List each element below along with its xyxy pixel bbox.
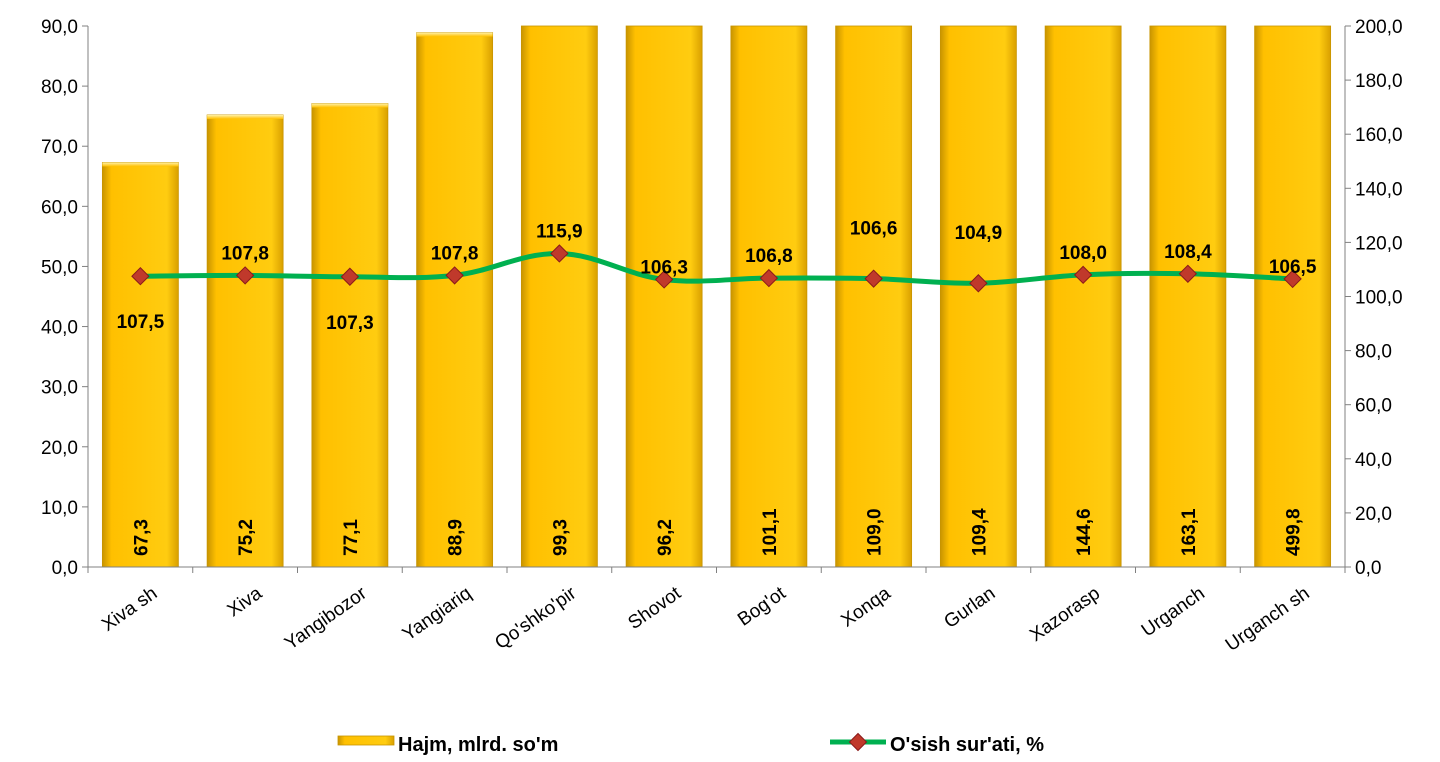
bar-top xyxy=(416,32,493,37)
bar-value-label: 163,1 xyxy=(1179,508,1200,556)
bar-value-label: 144,6 xyxy=(1074,508,1095,556)
x-tick-label: Qo'shko'pir xyxy=(491,583,580,654)
growth-value-label: 107,8 xyxy=(431,243,479,264)
growth-marker xyxy=(131,267,150,286)
y-left-tick-label: 0,0 xyxy=(52,558,78,579)
growth-value-label: 106,5 xyxy=(1269,257,1317,278)
bar-value-label: 88,9 xyxy=(446,519,467,556)
legend-item-growth: O'sish sur'ati, % xyxy=(830,732,1044,756)
y-right-tick-label: 40,0 xyxy=(1355,450,1392,471)
bar-value-label: 109,0 xyxy=(865,508,886,556)
growth-marker xyxy=(864,269,883,288)
bar-value-label: 109,4 xyxy=(969,508,990,556)
y-right-tick-label: 100,0 xyxy=(1355,288,1403,309)
growth-marker xyxy=(445,266,464,285)
growth-value-label: 104,9 xyxy=(955,223,1003,244)
growth-marker xyxy=(1283,269,1302,289)
growth-marker xyxy=(969,274,988,293)
x-tick-label: Gurlan xyxy=(940,583,999,633)
bar-value-label: 101,1 xyxy=(760,508,781,556)
growth-marker xyxy=(654,270,674,289)
y-left-tick-label: 70,0 xyxy=(41,137,78,158)
bar xyxy=(730,25,808,568)
bar xyxy=(835,25,913,568)
bars-layer xyxy=(101,25,1332,568)
bar-top xyxy=(311,103,388,108)
legend-item-volume: Hajm, mlrd. so'm xyxy=(337,734,558,756)
growth-marker xyxy=(759,268,779,288)
growth-value-label: 107,3 xyxy=(326,313,374,334)
x-tick-label: Shovot xyxy=(624,582,685,634)
bar xyxy=(206,114,284,568)
growth-line xyxy=(140,250,1293,286)
y-right-tick-label: 180,0 xyxy=(1355,71,1403,92)
y-left-tick-label: 40,0 xyxy=(41,318,78,339)
growth-value-label: 107,8 xyxy=(221,243,269,264)
growth-value-label: 107,5 xyxy=(117,312,165,333)
x-tick-label: Urganch sh xyxy=(1222,583,1314,656)
y-left-tick-label: 30,0 xyxy=(41,378,78,399)
y-right-tick-label: 120,0 xyxy=(1355,233,1403,254)
bar-top xyxy=(207,114,284,119)
legend-swatch-marker xyxy=(848,732,868,752)
legend-swatch-bar xyxy=(337,735,395,746)
y-right-tick-label: 140,0 xyxy=(1355,179,1403,200)
y-left-tick-label: 80,0 xyxy=(41,77,78,98)
legend-label-volume: Hajm, mlrd. so'm xyxy=(398,734,558,756)
growth-value-label: 115,9 xyxy=(536,221,583,242)
bar xyxy=(416,32,494,568)
labels-layer: 67,3 75,2 77,1 88,9 99,3 96,2 101,1 109,0 109,4 1… xyxy=(117,219,1317,556)
x-tick-label: Urganch xyxy=(1138,583,1209,641)
x-tick-label: Xazorasp xyxy=(1026,583,1104,646)
growth-marker xyxy=(235,266,255,285)
x-tick-label: Yangibozor xyxy=(281,583,371,655)
x-tick-label: Yangiariq xyxy=(399,583,476,645)
y-right-tick-label: 60,0 xyxy=(1355,396,1392,417)
legend: Hajm, mlrd. so'm O'sish sur'ati, % xyxy=(337,732,1044,756)
growth-value-label: 106,6 xyxy=(850,219,898,240)
growth-value-label: 108,4 xyxy=(1164,242,1212,263)
growth-value-label: 108,0 xyxy=(1059,243,1107,264)
y-right-tick-label: 200,0 xyxy=(1355,17,1403,38)
y-right-tick-label: 80,0 xyxy=(1355,342,1392,363)
line-layer xyxy=(131,244,1302,293)
y-left-tick-label: 90,0 xyxy=(41,17,78,38)
y-left-tick-label: 10,0 xyxy=(41,498,78,519)
bar-value-label: 67,3 xyxy=(131,519,152,556)
growth-marker xyxy=(1073,265,1093,285)
bar-top xyxy=(102,162,179,167)
bar-value-label: 96,2 xyxy=(655,519,676,556)
y-right-tick-label: 20,0 xyxy=(1355,504,1392,525)
y-left-tick-label: 20,0 xyxy=(41,438,78,459)
y-left-tick-label: 60,0 xyxy=(41,197,78,218)
bar-value-label: 75,2 xyxy=(236,519,257,556)
growth-value-label: 106,8 xyxy=(745,246,793,267)
bar xyxy=(625,25,703,568)
growth-marker xyxy=(1178,264,1198,283)
growth-marker xyxy=(340,267,360,286)
bar xyxy=(520,25,598,568)
y-left-tick-label: 50,0 xyxy=(41,257,78,278)
x-tick-label: Xonqa xyxy=(837,583,894,632)
x-tick-label: Xiva sh xyxy=(98,583,161,636)
bar xyxy=(1254,25,1332,568)
legend-label-growth: O'sish sur'ati, % xyxy=(890,734,1044,756)
growth-value-label: 106,3 xyxy=(640,257,688,278)
bar xyxy=(311,103,389,568)
bar xyxy=(1149,25,1227,568)
bar xyxy=(101,162,179,568)
bar-value-label: 499,8 xyxy=(1284,508,1305,556)
x-tick-label: Xiva xyxy=(224,583,267,622)
x-tick-label: Bog'ot xyxy=(734,582,790,630)
y-right-tick-label: 160,0 xyxy=(1355,125,1403,146)
y-right-tick-label: 0,0 xyxy=(1355,558,1381,579)
bar-value-label: 99,3 xyxy=(550,519,571,556)
bar-value-label: 77,1 xyxy=(341,519,362,556)
growth-marker xyxy=(550,244,569,263)
bar xyxy=(1044,25,1122,568)
bar xyxy=(939,25,1017,568)
